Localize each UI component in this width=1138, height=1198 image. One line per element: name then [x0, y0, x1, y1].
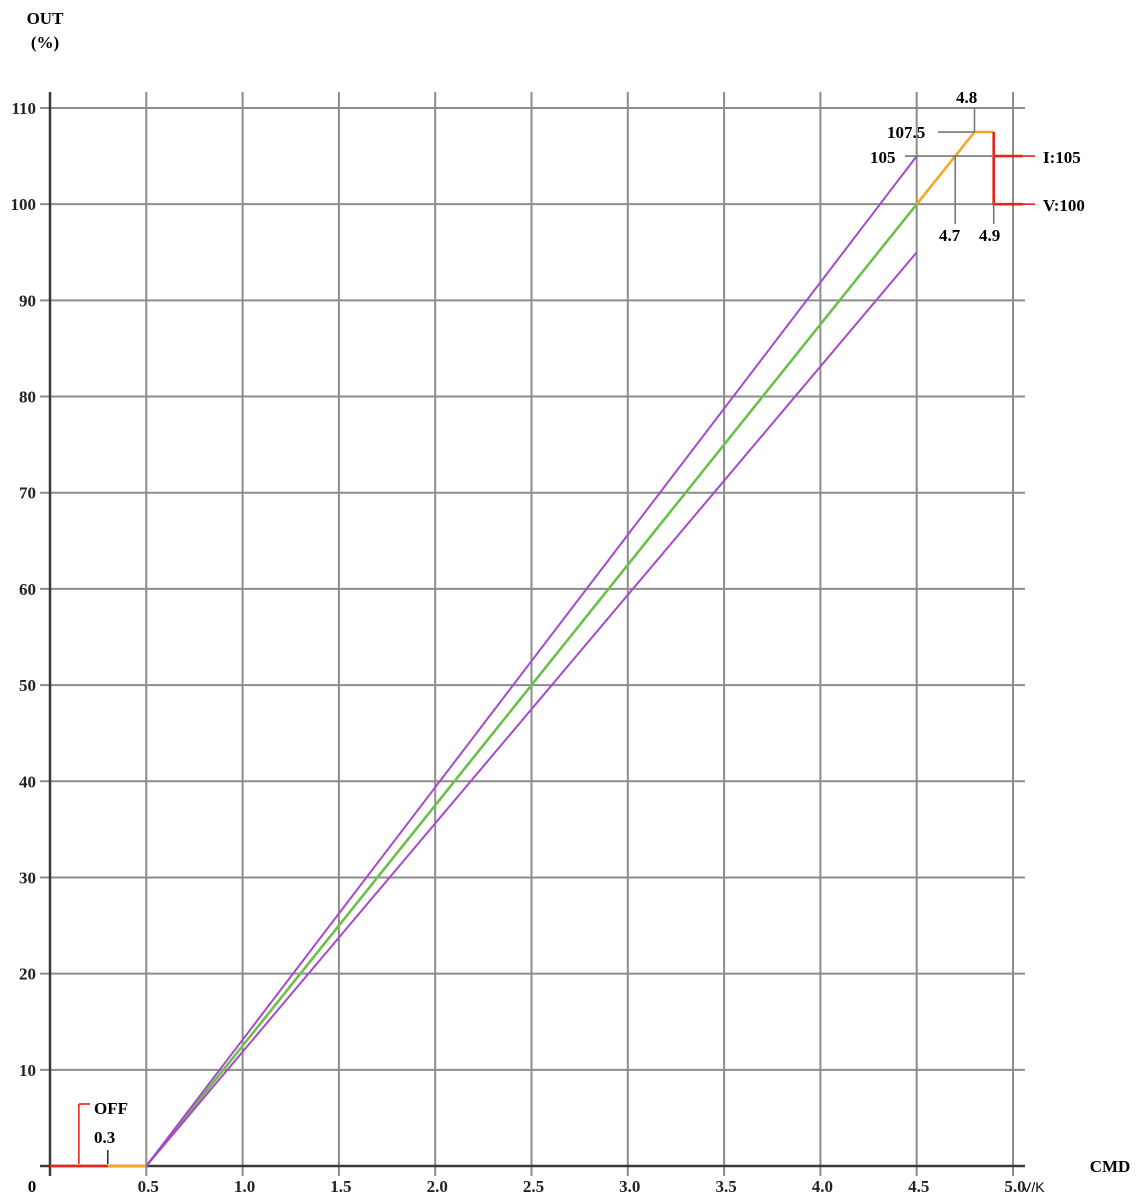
y-tick-label: 10 — [19, 1061, 36, 1080]
annotation-off: OFF — [94, 1099, 128, 1118]
y-tick-label: 70 — [19, 484, 36, 503]
annotation-leaders — [78, 108, 1035, 1164]
x-axis-title: CMD — [1090, 1157, 1131, 1176]
y-tick-label: 20 — [19, 965, 36, 984]
annotation-v-100: V:100 — [1043, 196, 1085, 215]
series-upper-tolerance — [145, 155, 918, 1167]
annotation-0.3: 0.3 — [94, 1128, 115, 1147]
y-tick-label: 40 — [19, 772, 36, 791]
y-tick-label: 100 — [11, 195, 37, 214]
y-tick-label: 110 — [11, 99, 36, 118]
y-tick-label: 90 — [19, 291, 36, 310]
annotation-4.7: 4.7 — [939, 226, 961, 245]
x-tick-label: 0.5 — [138, 1177, 159, 1196]
x-tick-label: 4.0 — [812, 1177, 833, 1196]
x-tick-label: 5.0 — [1004, 1177, 1025, 1196]
annotation-4.9: 4.9 — [979, 226, 1000, 245]
y-tick-label: 50 — [19, 676, 36, 695]
x-axis-unit: V/K — [1022, 1179, 1045, 1195]
grid — [40, 92, 1025, 1176]
origin-label: 0 — [28, 1177, 37, 1196]
y-tick-label: 30 — [19, 868, 36, 887]
series-clamp — [992, 132, 1023, 206]
series-lower-tolerance — [145, 251, 918, 1167]
axes: OUT (%) CMD V/K 0 10 20 30 40 50 60 70 80 90 100 1… — [11, 9, 1131, 1196]
series — [50, 130, 1023, 1168]
x-tick-label: 1.0 — [234, 1177, 255, 1196]
y-tick-label: 80 — [19, 388, 36, 407]
x-tick-label: 3.0 — [619, 1177, 640, 1196]
annotations: OFF 0.3 105 107.5 4.8 4.7 4.9 I:105 V:10… — [94, 88, 1085, 1147]
annotation-107.5: 107.5 — [887, 123, 925, 142]
x-tick-label: 2.5 — [523, 1177, 544, 1196]
x-tick-label: 3.5 — [715, 1177, 736, 1196]
annotation-4.8: 4.8 — [956, 88, 977, 107]
x-tick-label: 2.0 — [427, 1177, 448, 1196]
y-tick-label: 60 — [19, 580, 36, 599]
annotation-i-105: I:105 — [1043, 148, 1081, 167]
x-tick-label: 4.5 — [908, 1177, 929, 1196]
series-nominal — [145, 203, 918, 1167]
annotation-105: 105 — [870, 148, 896, 167]
x-tick-label: 1.5 — [330, 1177, 351, 1196]
y-axis-title: OUT — [27, 9, 65, 28]
y-axis-unit: (%) — [31, 33, 59, 52]
